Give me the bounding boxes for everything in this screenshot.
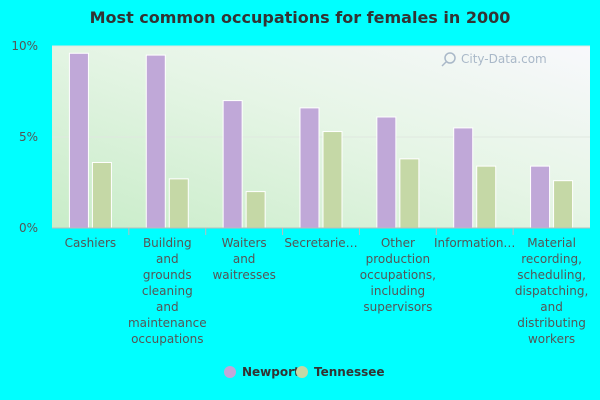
legend-marker-tennessee (296, 366, 308, 378)
x-category-label: Secretarie… (284, 236, 357, 250)
bar-tennessee[interactable] (91, 161, 112, 229)
x-category-label: Waiters and waitresses (212, 236, 275, 282)
x-category-label: Other production occupations, including supe… (360, 236, 436, 314)
chart-title: Most common occupations for females in 2… (89, 8, 511, 27)
bar-tennessee[interactable] (399, 158, 420, 229)
watermark-search-icon-handle (441, 61, 447, 67)
legend-marker-newport (224, 366, 236, 378)
bar-newport[interactable] (376, 116, 397, 229)
watermark-text: City-Data.com (461, 52, 547, 66)
bar-tennessee[interactable] (245, 191, 266, 229)
bar-newport[interactable] (222, 100, 243, 229)
bar-tennessee[interactable] (553, 180, 574, 229)
x-category-label: Information… (434, 236, 515, 250)
bar-newport[interactable] (299, 107, 320, 229)
bar-tennessee[interactable] (322, 131, 343, 229)
bar-newport[interactable] (453, 127, 474, 229)
legend-label-newport: Newport (242, 365, 300, 379)
y-tick-label: 10% (11, 39, 38, 53)
bar-newport[interactable] (145, 54, 166, 229)
x-category-label: Cashiers (65, 236, 117, 250)
x-category-label: Building and grounds cleaning and maintenance… (128, 236, 207, 346)
bar-newport[interactable] (530, 165, 551, 229)
y-tick-label: 5% (19, 130, 38, 144)
watermark: City-Data.com (441, 52, 547, 67)
x-category-label: Material recording, scheduling, dispatching… (515, 236, 588, 346)
bar-newport[interactable] (68, 52, 89, 229)
legend-label-tennessee: Tennessee (314, 365, 385, 379)
bar-tennessee[interactable] (168, 178, 189, 229)
watermark-search-icon (444, 52, 456, 64)
y-tick-label: 0% (19, 221, 38, 235)
bar-tennessee[interactable] (476, 165, 497, 229)
